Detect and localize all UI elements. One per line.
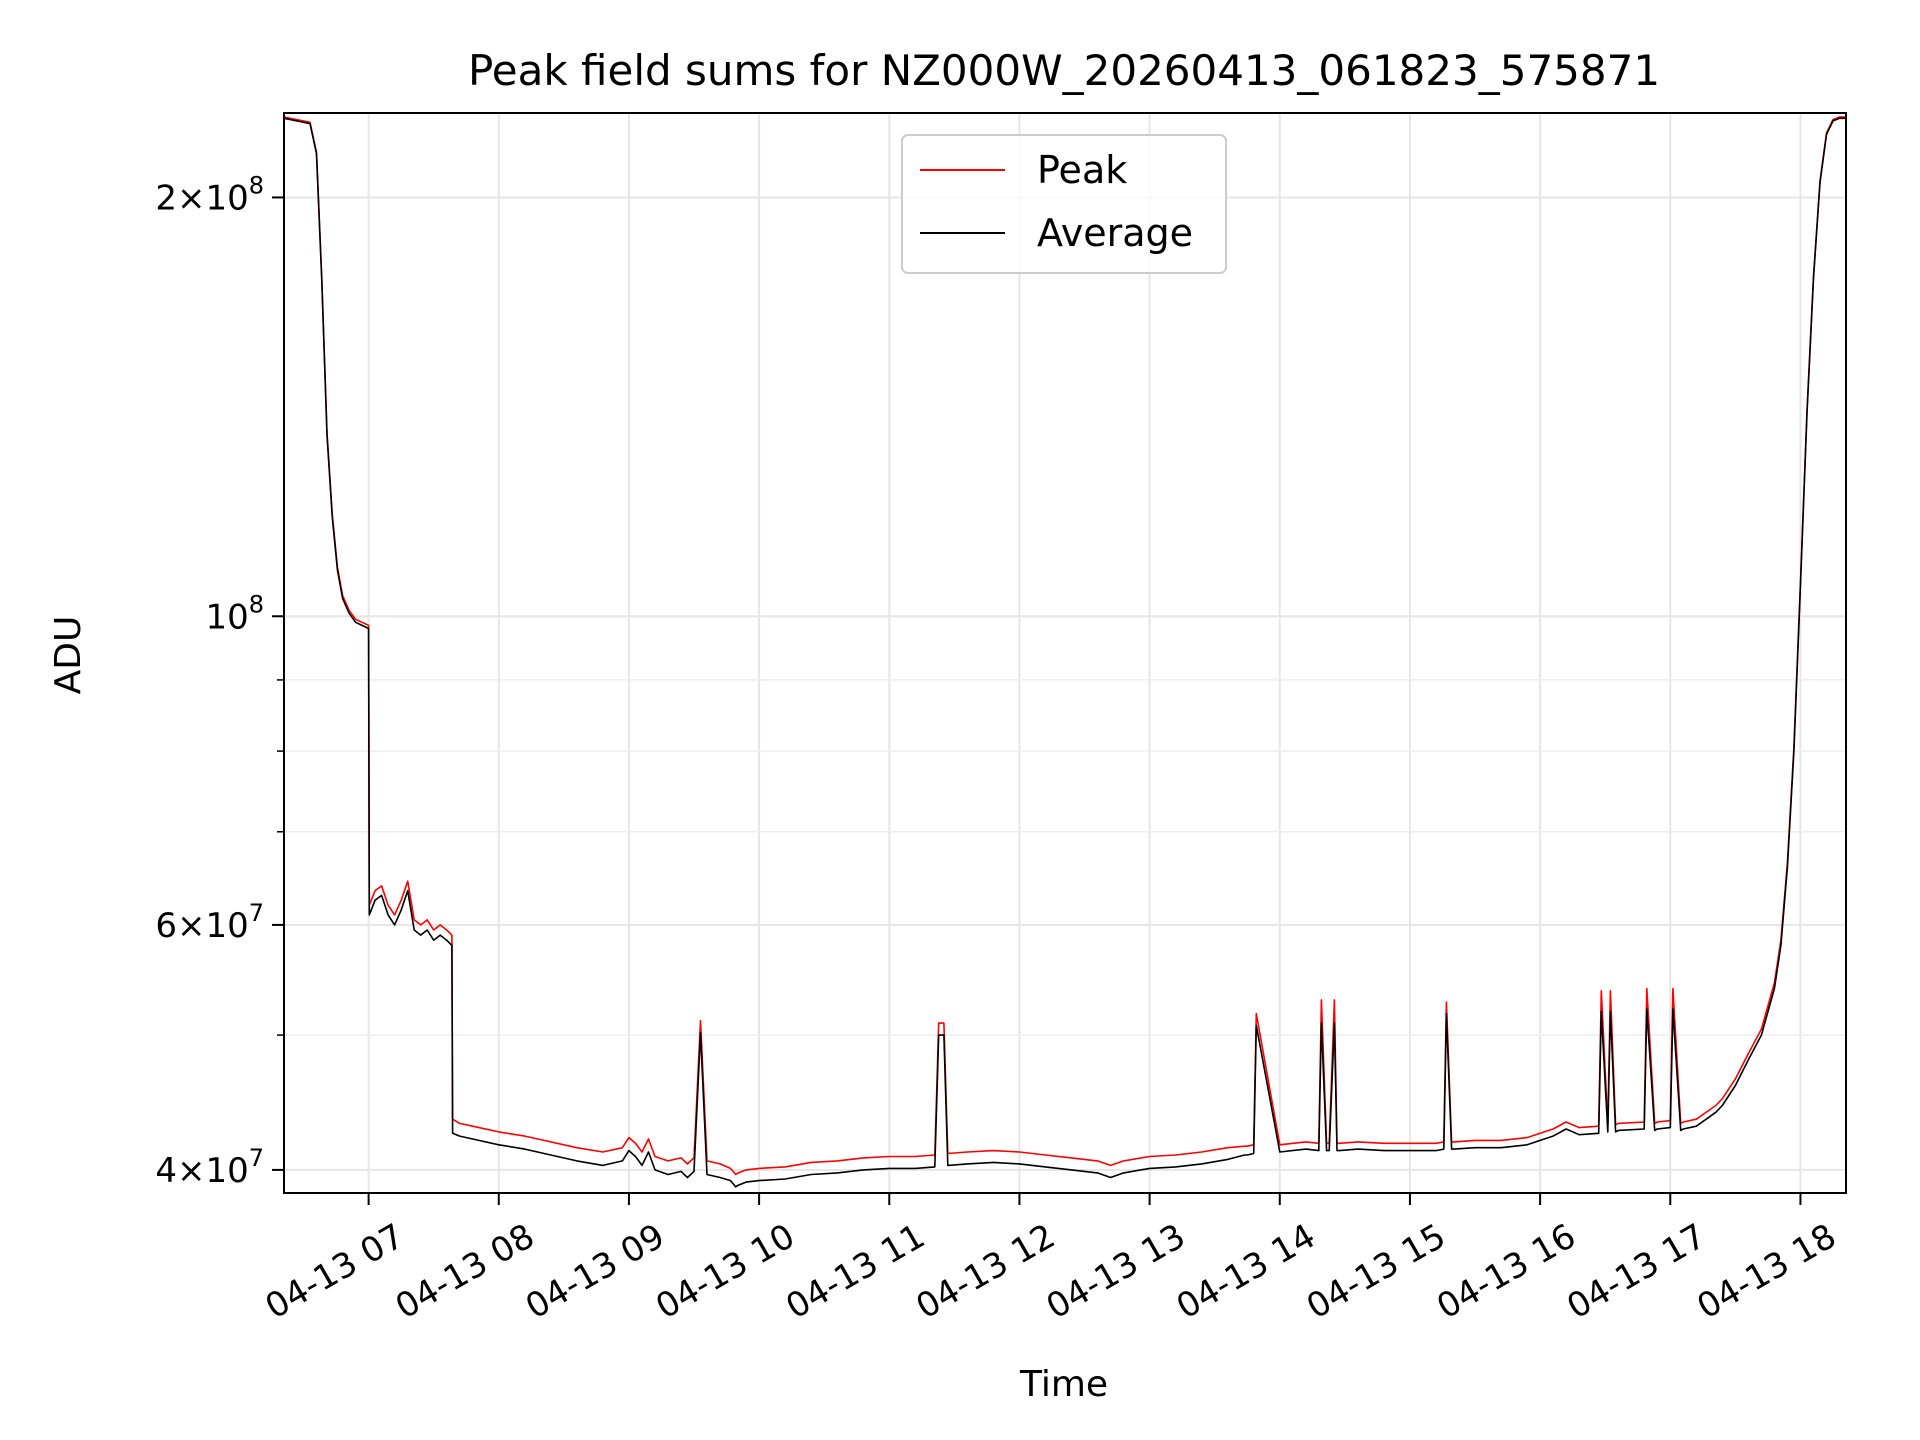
legend: Peak Average [901, 134, 1227, 274]
legend-label-average: Average [1037, 211, 1193, 255]
axes-layer [283, 112, 1847, 1194]
x-tick-label: 04-13 15 [1300, 1216, 1452, 1327]
y-tick-label-exponent: 7 [249, 899, 264, 927]
y-axis-label: ADU [48, 616, 89, 695]
x-tick-label: 04-13 17 [1560, 1216, 1712, 1327]
x-tick-label: 04-13 10 [649, 1216, 801, 1327]
series-layer [284, 116, 1846, 1188]
x-tick-label: 04-13 13 [1040, 1216, 1192, 1327]
y-tick-label: 4×107 [155, 1144, 264, 1191]
y-tick-label: 108 [205, 590, 264, 637]
x-tick-label: 04-13 07 [259, 1216, 411, 1327]
y-tick-label-exponent: 7 [249, 1144, 264, 1172]
y-tick-label: 6×107 [155, 899, 264, 946]
y-tick-label-mantissa: 4×10 [155, 1151, 248, 1191]
chart-title: Peak field sums for NZ000W_20260413_0618… [468, 46, 1660, 95]
y-tick-label-mantissa: 6×10 [155, 906, 248, 946]
y-tick-label-mantissa: 2×10 [155, 178, 248, 218]
x-tick-label: 04-13 12 [910, 1216, 1062, 1327]
y-tick-label-mantissa: 10 [205, 597, 248, 637]
y-tick-label-exponent: 8 [249, 590, 264, 618]
x-tick-label: 04-13 18 [1691, 1216, 1843, 1327]
x-tick-label: 04-13 14 [1170, 1216, 1322, 1327]
y-tick-label: 2×108 [155, 171, 264, 218]
series-line-peak [284, 116, 1846, 1176]
series-line-average [284, 117, 1846, 1188]
x-tick-label: 04-13 08 [389, 1216, 541, 1327]
x-tick-label: 04-13 11 [779, 1216, 931, 1327]
plot-frame [283, 112, 1847, 1194]
x-tick-label: 04-13 09 [519, 1216, 671, 1327]
y-tick-label-exponent: 8 [249, 171, 264, 199]
legend-label-peak: Peak [1037, 148, 1127, 192]
x-axis-label: Time [1019, 1364, 1108, 1405]
x-tick-label: 04-13 16 [1430, 1216, 1582, 1327]
